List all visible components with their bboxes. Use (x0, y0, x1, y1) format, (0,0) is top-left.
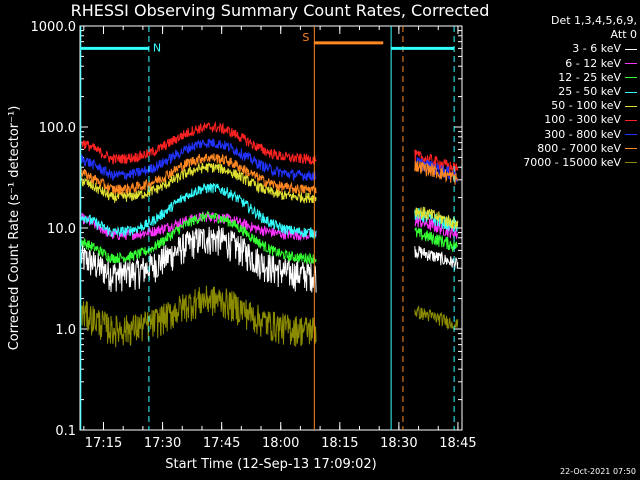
series-line-100-300kev-part1 (81, 120, 317, 165)
series-line-50-100kev-part1 (80, 162, 317, 205)
x-axis-label: Start Time (12-Sep-13 17:09:02) (165, 457, 376, 472)
legend: Det 1,3,4,5,6,9, Att 0 3 - 6 keV 6 - 12 k… (487, 14, 637, 170)
y-tick-label: 0.1 (55, 424, 76, 439)
x-tick-label: 18:15 (321, 436, 358, 451)
legend-label: 100 - 300 keV (544, 113, 621, 127)
x-tick-label: 17:45 (203, 436, 240, 451)
series-line-12-25kev-part2 (414, 227, 459, 253)
legend-item: 7000 - 15000 keV (487, 156, 637, 170)
x-tick-label: 18:00 (262, 436, 299, 451)
y-tick-label: 10.0 (47, 222, 76, 237)
legend-item: 3 - 6 keV (487, 42, 637, 56)
legend-label: 50 - 100 keV (551, 99, 621, 113)
legend-item: 6 - 12 keV (487, 57, 637, 71)
legend-swatch (625, 162, 637, 164)
legend-swatch (625, 77, 637, 79)
chart-title: RHESSI Observing Summary Count Rates, Co… (70, 1, 490, 20)
legend-swatch (625, 119, 637, 121)
series-line-100-300kev-part2 (414, 149, 459, 175)
legend-swatch (625, 48, 637, 50)
x-tick-label: 18:30 (380, 436, 417, 451)
legend-item: 300 - 800 keV (487, 128, 637, 142)
legend-label: 800 - 7000 keV (537, 141, 621, 155)
legend-item: 25 - 50 keV (487, 85, 637, 99)
y-tick-label: 1.0 (55, 323, 76, 338)
series-line-3-6kev-part1 (80, 225, 317, 293)
series-line-300-800kev-part1 (80, 138, 317, 182)
footer-date: 22-Oct-2021 07:50 (560, 467, 636, 476)
x-tick-label: 17:15 (85, 436, 122, 451)
series-line-800-7000kev-part1 (80, 153, 317, 196)
series-line-12-25kev-part1 (80, 210, 317, 264)
legend-swatch (625, 134, 637, 136)
legend-label: 300 - 800 keV (544, 127, 621, 141)
legend-header-line-2: Att 0 (610, 28, 637, 42)
legend-swatch (625, 148, 637, 150)
x-tick-label: 17:30 (144, 436, 181, 451)
legend-label: 25 - 50 keV (558, 84, 621, 98)
legend-item: 50 - 100 keV (487, 99, 637, 113)
legend-swatch (625, 63, 637, 65)
legend-swatch (625, 91, 637, 93)
series-line-25-50kev-part1 (80, 183, 317, 240)
series-line-7000-15000kev-part1 (81, 285, 317, 348)
legend-label: 6 - 12 keV (565, 56, 621, 70)
legend-item: 800 - 7000 keV (487, 142, 637, 156)
legend-item: 12 - 25 keV (487, 71, 637, 85)
legend-label: 7000 - 15000 keV (523, 155, 621, 169)
annotation-label-s: S (302, 31, 309, 44)
series-line-800-7000kev-part2 (414, 160, 458, 185)
annotation-label-n: N (153, 41, 161, 54)
y-tick-label: 100.0 (39, 121, 76, 136)
x-tick-label: 18:45 (439, 436, 476, 451)
series-line-3-6kev-part2 (414, 245, 459, 271)
legend-item: 100 - 300 keV (487, 113, 637, 127)
legend-swatch (625, 105, 637, 107)
legend-header-line-1: Det 1,3,4,5,6,9, (550, 14, 637, 27)
y-tick-label: 1000.0 (31, 20, 77, 35)
legend-label: 3 - 6 keV (572, 42, 621, 56)
series-line-7000-15000kev-part2 (414, 304, 459, 331)
legend-label: 12 - 25 keV (558, 70, 621, 84)
y-axis-label: Corrected Count Rate (s⁻¹ detector⁻¹) (7, 106, 22, 351)
series-line-6-12kev-part2 (414, 215, 459, 240)
series-line-50-100kev-part2 (414, 206, 459, 229)
